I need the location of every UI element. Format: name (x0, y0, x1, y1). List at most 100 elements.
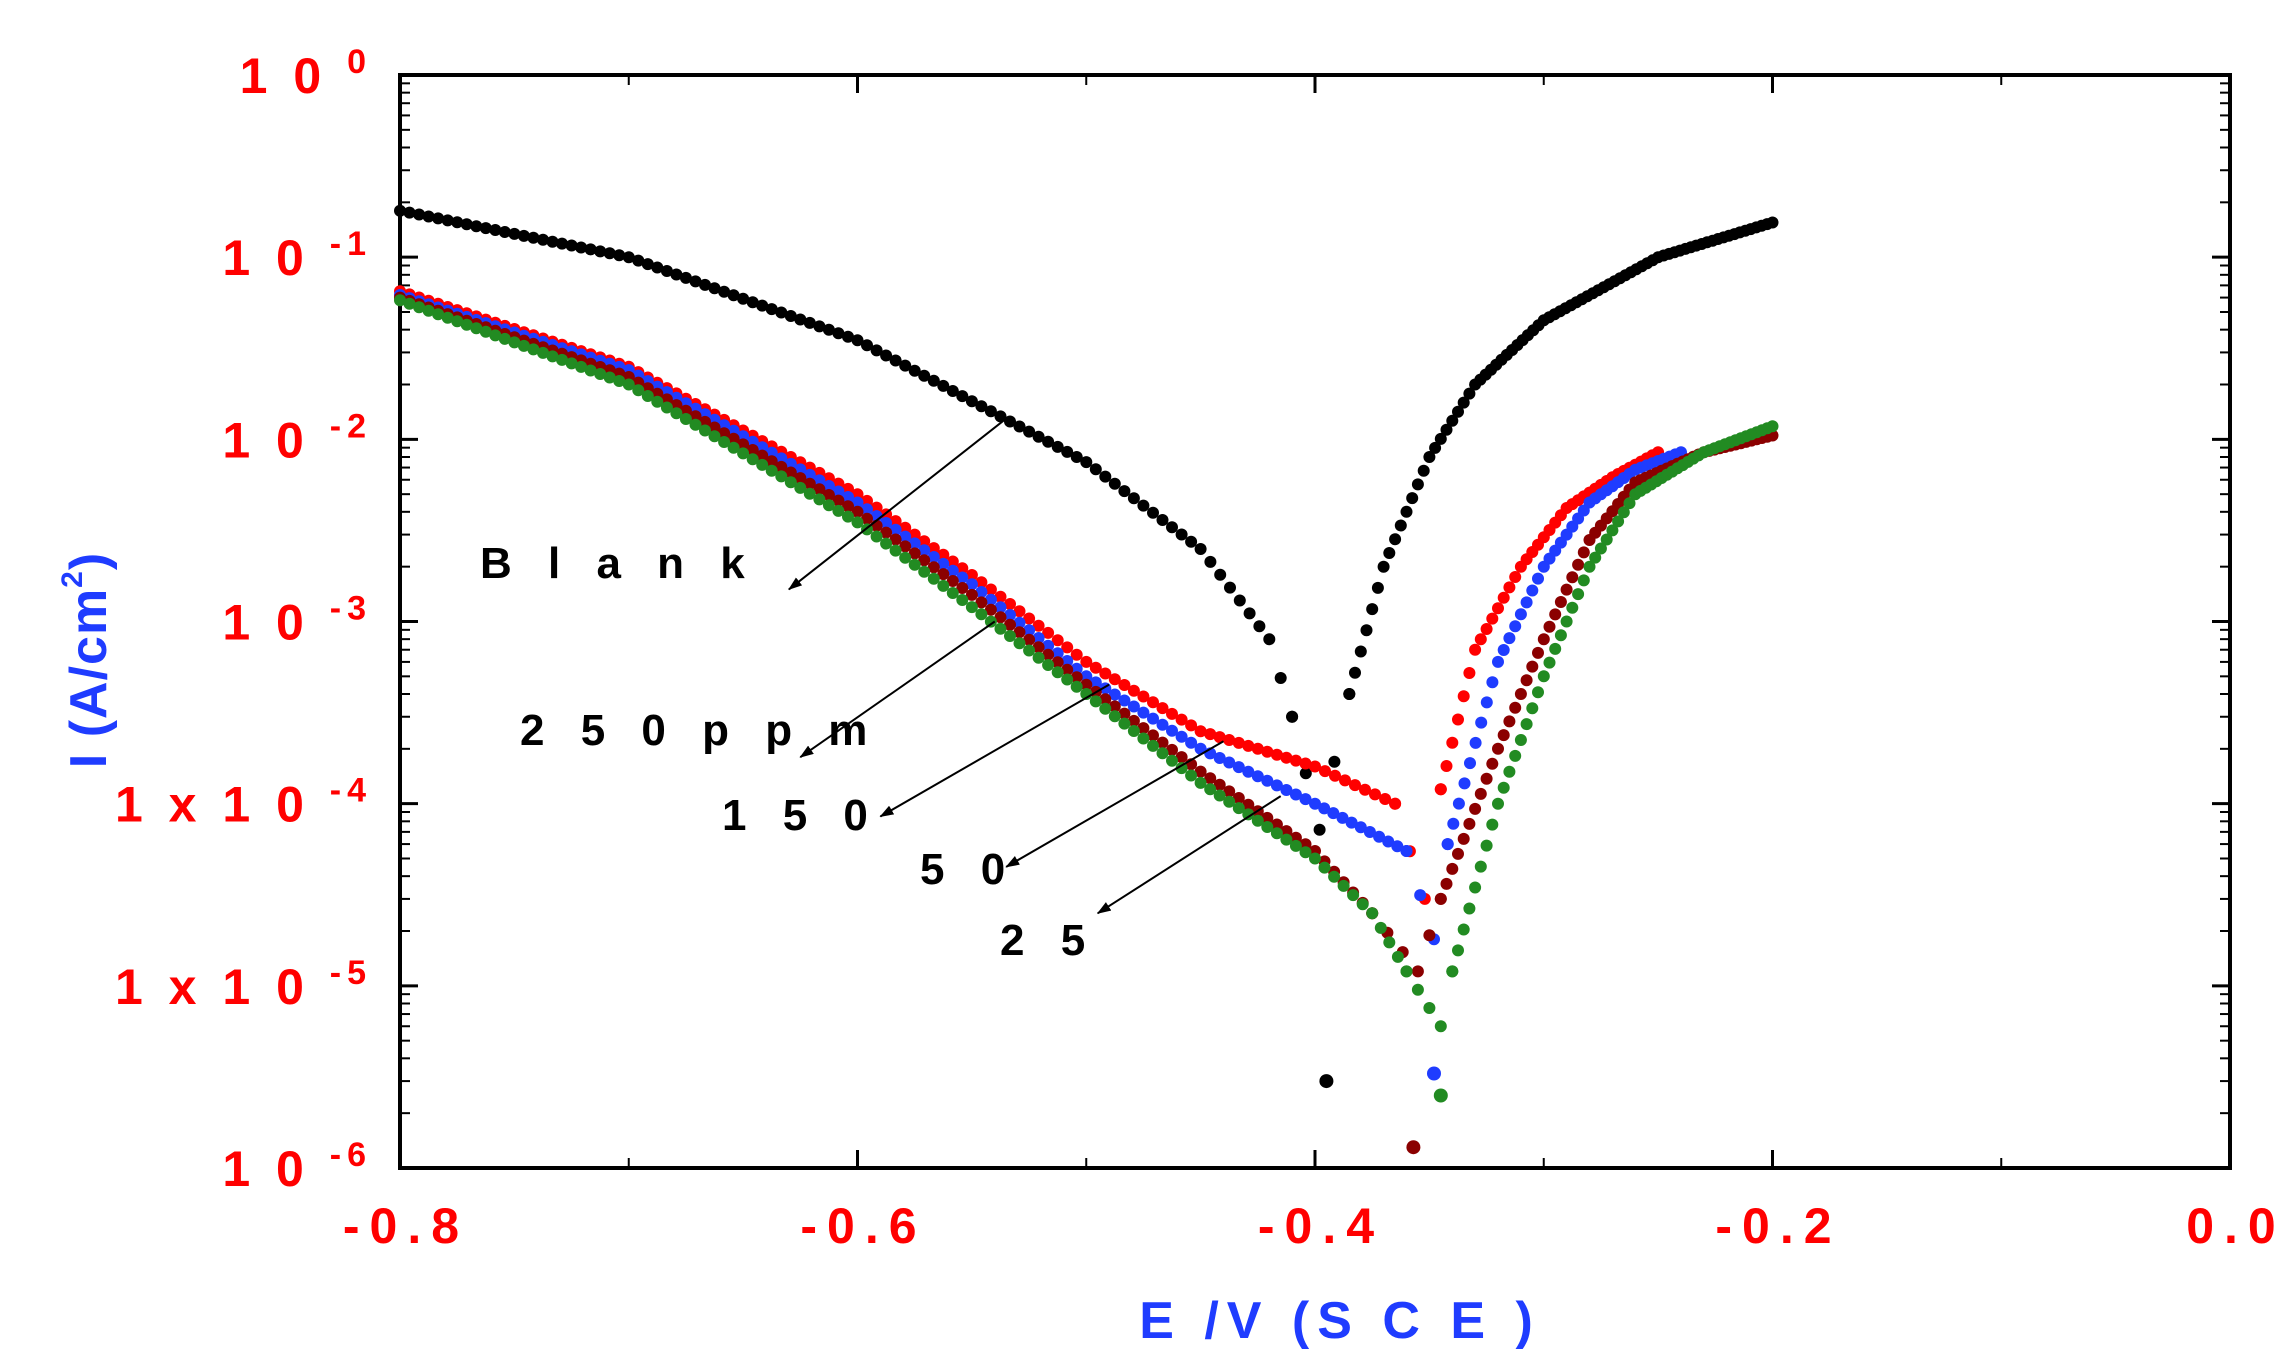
data-point (1606, 524, 1619, 537)
data-point (899, 359, 912, 372)
data-point (1270, 827, 1283, 840)
data-point (975, 400, 988, 413)
data-point (1166, 754, 1178, 767)
data-point (1242, 798, 1255, 811)
data-point (1423, 1002, 1436, 1014)
data-point (1175, 730, 1188, 743)
data-point (1289, 831, 1302, 844)
data-point (584, 364, 597, 377)
data-point (441, 214, 454, 227)
data-point (1213, 789, 1226, 802)
data-point (1013, 637, 1026, 650)
data-point (1577, 546, 1590, 559)
data-point (708, 430, 721, 443)
data-point (794, 463, 807, 476)
data-point (775, 452, 788, 465)
data-point (1589, 551, 1602, 564)
data-point (718, 436, 731, 448)
data-point (1223, 756, 1236, 769)
data-point (1572, 558, 1585, 571)
data-point (1360, 624, 1373, 637)
data-point (842, 510, 854, 523)
minor-ticks (400, 75, 2230, 1168)
data-point (1299, 846, 1312, 859)
data-point (994, 601, 1007, 614)
data-point (1623, 497, 1636, 510)
data-point (1213, 752, 1226, 764)
data-point (1366, 603, 1379, 616)
x-tick-label: -0.4 (1258, 1198, 1384, 1254)
data-point (1345, 816, 1358, 829)
data-point (813, 493, 826, 506)
data-point (1004, 609, 1016, 621)
data-point (1509, 749, 1522, 762)
data-point (479, 325, 492, 338)
data-point (1441, 838, 1454, 851)
annotation-arrow-150 (879, 683, 1110, 818)
data-point (1343, 688, 1356, 700)
data-point (965, 578, 978, 591)
data-point (1127, 684, 1140, 697)
data-point (1520, 596, 1533, 609)
data-point (1299, 757, 1312, 770)
data-point (908, 537, 921, 550)
y-axis-label-end: ) (60, 552, 118, 570)
data-point (1099, 702, 1112, 715)
data-point (1492, 602, 1504, 615)
data-point (1446, 965, 1459, 978)
y-tick-label: 1 0 -2 (222, 407, 372, 468)
data-point (946, 587, 959, 599)
data-point (413, 301, 426, 314)
data-point (1042, 639, 1055, 652)
data-point (679, 271, 692, 284)
data-point (1147, 712, 1159, 725)
data-point (1319, 765, 1331, 778)
data-point (1411, 478, 1424, 491)
data-point (1223, 795, 1236, 808)
data-point-isolated (1433, 1088, 1448, 1103)
data-point (765, 303, 778, 316)
series-25 (394, 294, 1779, 1103)
data-point (1391, 840, 1404, 853)
data-point (699, 424, 711, 437)
data-point (1042, 435, 1055, 448)
data-point (1434, 783, 1447, 796)
data-point (575, 241, 588, 254)
y-tick-label: 1 0 -3 (222, 590, 372, 651)
data-point (1274, 672, 1287, 684)
data-point (813, 474, 826, 487)
data-point (822, 480, 835, 492)
data-point (965, 395, 978, 408)
data-point (1474, 860, 1487, 873)
data-point (822, 489, 835, 501)
data-point (1224, 581, 1236, 594)
data-point (927, 551, 940, 563)
data-point (1242, 739, 1255, 752)
data-point (403, 206, 416, 219)
data-point (775, 460, 788, 473)
data-point (1166, 724, 1178, 737)
data-point (422, 304, 435, 317)
data-point (1349, 779, 1361, 792)
data-point (699, 415, 711, 428)
data-point (832, 327, 845, 340)
data-point (918, 565, 931, 578)
data-point (975, 596, 988, 609)
data-point (1108, 700, 1121, 713)
data-point (851, 505, 864, 518)
data-point (1089, 463, 1102, 476)
data-point (651, 261, 664, 274)
data-point (1497, 729, 1510, 742)
data-point (756, 458, 769, 471)
y-axis-label-sup: 2 (56, 570, 89, 588)
data-point (460, 218, 473, 231)
data-point (946, 385, 959, 397)
data-point (1583, 560, 1596, 573)
data-point (1440, 877, 1453, 890)
data-point (1185, 769, 1198, 782)
data-point-isolated (1319, 1074, 1334, 1089)
data-point (1261, 745, 1274, 758)
data-point (1411, 965, 1424, 978)
data-point (1469, 802, 1482, 815)
data-point (660, 401, 673, 414)
